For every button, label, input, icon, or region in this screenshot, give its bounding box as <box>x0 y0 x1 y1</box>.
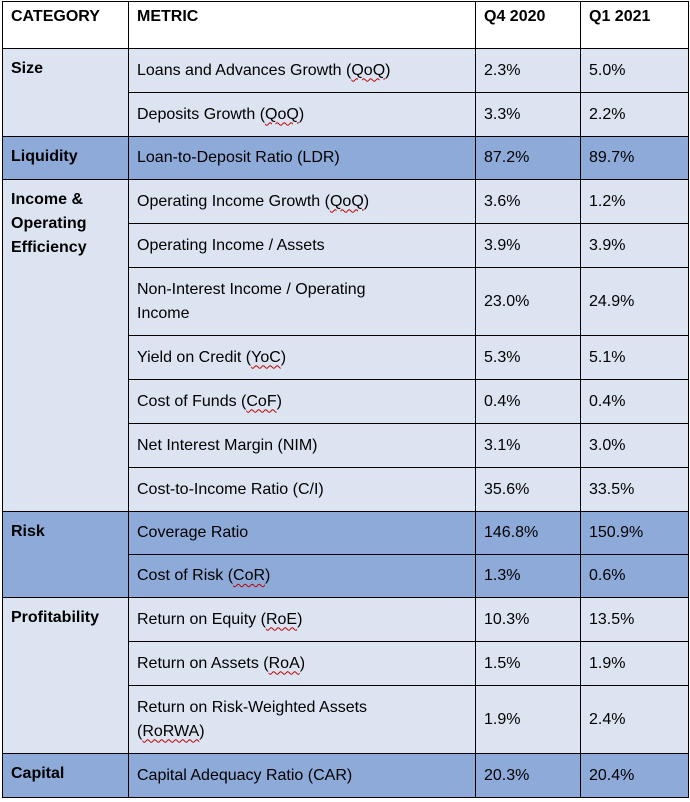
metric-cell: Operating Income / Assets <box>128 223 476 268</box>
q4-value: 3.1% <box>475 423 581 468</box>
category-profitability: Profitability <box>2 597 129 754</box>
table-row: Deposits Growth (QoQ) 3.3% 2.2% <box>3 92 689 137</box>
table-row: Liquidity Loan-to-Deposit Ratio (LDR) 87… <box>2 136 689 180</box>
table-row: Cost-to-Income Ratio (C/I) 35.6% 33.5% <box>3 467 689 512</box>
table-row: Non-Interest Income / Operating Income 2… <box>3 267 689 336</box>
metric-cell: Cost of Funds (CoF) <box>128 379 476 424</box>
category-line: Efficiency <box>11 239 87 256</box>
table-row: Size Loans and Advances Growth (QoQ) 2.3… <box>2 48 689 137</box>
category-income-operating-efficiency: Income & Operating Efficiency <box>2 179 129 512</box>
q4-value: 23.0% <box>475 267 581 336</box>
metric-cell: Coverage Ratio <box>128 511 476 555</box>
table-row: Income & Operating Efficiency Operating … <box>2 179 689 512</box>
category-line: Operating <box>11 215 87 232</box>
category-capital: Capital <box>2 753 129 798</box>
q4-value: 3.9% <box>475 223 581 268</box>
table-row: Return on Risk-Weighted Assets (RoRWA) 1… <box>3 685 689 754</box>
category-line: Income & <box>11 191 84 208</box>
q4-value: 2.3% <box>475 48 581 93</box>
metric-cell: Non-Interest Income / Operating Income <box>128 267 476 336</box>
q4-value: 3.6% <box>475 179 581 224</box>
q1-value: 20.4% <box>580 753 689 798</box>
metric-cell: Loan-to-Deposit Ratio (LDR) <box>128 136 476 180</box>
q1-value: 0.4% <box>580 379 689 424</box>
metric-cell: Loans and Advances Growth (QoQ) <box>128 48 476 93</box>
table-row: Net Interest Margin (NIM) 3.1% 3.0% <box>3 423 689 468</box>
category-liquidity: Liquidity <box>2 136 129 180</box>
header-q1-2021: Q1 2021 <box>580 1 689 49</box>
table-row: Risk Coverage Ratio 146.8% 150.9% <box>2 511 689 598</box>
q4-value: 5.3% <box>475 335 581 380</box>
metric-line: (RoRWA) <box>137 722 205 740</box>
q1-value: 5.1% <box>580 335 689 380</box>
q1-value: 13.5% <box>580 597 689 642</box>
metric-cell: Yield on Credit (YoC) <box>128 335 476 380</box>
q1-value: 3.0% <box>580 423 689 468</box>
header-q4-2020: Q4 2020 <box>475 1 581 49</box>
metric-line: Non-Interest Income / Operating <box>137 280 366 298</box>
metric-cell: Cost-to-Income Ratio (C/I) <box>128 467 476 512</box>
q1-value: 33.5% <box>580 467 689 512</box>
metric-cell: Return on Equity (RoE) <box>128 597 476 642</box>
q1-value: 1.9% <box>580 641 689 686</box>
metric-cell: Capital Adequacy Ratio (CAR) <box>128 753 476 798</box>
q1-value: 2.4% <box>580 685 689 754</box>
metric-line: Return on Risk-Weighted Assets <box>137 698 368 716</box>
q1-value: 1.2% <box>580 179 689 224</box>
q4-value: 1.3% <box>475 554 581 598</box>
metric-cell: Cost of Risk (CoR) <box>128 554 476 598</box>
q4-value: 3.3% <box>475 92 581 137</box>
table-row: Cost of Funds (CoF) 0.4% 0.4% <box>3 379 689 424</box>
q4-value: 1.9% <box>475 685 581 754</box>
q4-value: 146.8% <box>475 511 581 555</box>
q1-value: 0.6% <box>580 554 689 598</box>
header-row: CATEGORY METRIC Q4 2020 Q1 2021 <box>2 1 689 49</box>
metric-cell: Net Interest Margin (NIM) <box>128 423 476 468</box>
category-risk: Risk <box>2 511 129 598</box>
metric-cell: Return on Risk-Weighted Assets (RoRWA) <box>128 685 476 754</box>
table-row: Profitability Return on Equity (RoE) 10.… <box>2 597 689 754</box>
q4-value: 20.3% <box>475 753 581 798</box>
q1-value: 5.0% <box>580 48 689 93</box>
metric-line: Income <box>137 304 190 322</box>
q1-value: 3.9% <box>580 223 689 268</box>
table-row: Operating Income / Assets 3.9% 3.9% <box>3 223 689 268</box>
category-size: Size <box>2 48 129 137</box>
table-row: Capital Capital Adequacy Ratio (CAR) 20.… <box>2 753 689 798</box>
q4-value: 10.3% <box>475 597 581 642</box>
q4-value: 0.4% <box>475 379 581 424</box>
header-category: CATEGORY <box>2 1 129 49</box>
q1-value: 24.9% <box>580 267 689 336</box>
metric-cell: Return on Assets (RoA) <box>128 641 476 686</box>
table-row: Return on Assets (RoA) 1.5% 1.9% <box>3 641 689 686</box>
q4-value: 1.5% <box>475 641 581 686</box>
q4-value: 87.2% <box>475 136 581 180</box>
metric-cell: Operating Income Growth (QoQ) <box>128 179 476 224</box>
q1-value: 89.7% <box>580 136 689 180</box>
q1-value: 2.2% <box>580 92 689 137</box>
table-row: Yield on Credit (YoC) 5.3% 5.1% <box>3 335 689 380</box>
header-metric: METRIC <box>128 1 476 49</box>
metric-cell: Deposits Growth (QoQ) <box>128 92 476 137</box>
q1-value: 150.9% <box>580 511 689 555</box>
q4-value: 35.6% <box>475 467 581 512</box>
